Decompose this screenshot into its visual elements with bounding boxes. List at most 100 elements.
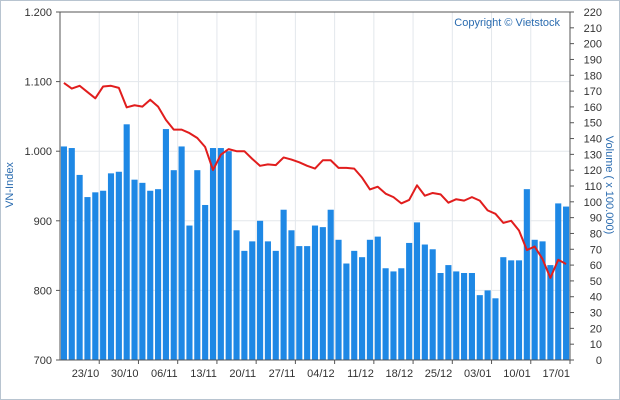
volume-bar: [547, 265, 554, 360]
x-tick-label: 20/11: [229, 368, 256, 380]
volume-bar: [508, 260, 515, 360]
x-tick-label: 04/12: [307, 368, 335, 380]
x-tick-label: 13/11: [190, 368, 217, 380]
volume-bar: [272, 250, 279, 360]
copyright-label: Copyright © Vietstock: [454, 17, 560, 29]
right-tick-label: 180: [584, 70, 602, 82]
index-line-layer: [63, 82, 567, 279]
left-axis-ticks: 700 800 900 1.000 1.100 1.200: [24, 7, 60, 367]
volume-bar: [107, 173, 115, 360]
volume-bar: [249, 241, 256, 360]
right-tick-label: 80: [590, 228, 602, 240]
left-tick-label: 800: [34, 285, 52, 297]
right-tick-label: 150: [584, 118, 602, 130]
volume-bar: [162, 129, 169, 360]
left-tick-label: 1.200: [24, 7, 52, 19]
volume-bar: [304, 246, 311, 360]
volume-bar: [233, 230, 240, 360]
right-axis-ticks: 0 10 20 30 40 50 60 70 80 90 100 110 120 130 140 150 160…: [570, 7, 602, 367]
left-axis-title: VN-Index: [4, 162, 16, 208]
volume-bar: [453, 271, 460, 360]
right-tick-label: 40: [590, 292, 602, 304]
x-tick-label: 17/01: [542, 368, 570, 380]
left-tick-label: 1.000: [24, 146, 52, 158]
vn-index-line: [63, 82, 567, 279]
volume-bar: [100, 190, 107, 360]
x-tick-label: 18/12: [386, 368, 414, 380]
volume-bar: [202, 204, 209, 360]
volume-bar: [461, 273, 468, 360]
volume-bar: [359, 257, 366, 360]
volume-bar: [147, 190, 154, 360]
volume-bar: [445, 265, 452, 360]
x-axis-ticks: 23/10 30/10 06/11 13/11 20/11 27/11 04/12 11/12…: [72, 360, 571, 380]
right-tick-label: 90: [590, 213, 602, 225]
left-tick-label: 1.100: [24, 77, 52, 89]
volume-bar: [366, 239, 373, 360]
left-tick-label: 900: [34, 216, 52, 228]
x-tick-label: 30/10: [111, 368, 139, 380]
volume-bars: [60, 124, 570, 361]
volume-bar: [131, 179, 138, 360]
volume-bar: [398, 268, 405, 360]
x-tick-label: 10/01: [503, 368, 531, 380]
volume-bar: [178, 146, 185, 360]
volume-bar: [76, 174, 83, 360]
volume-bar: [374, 236, 381, 360]
right-tick-label: 100: [584, 197, 602, 209]
volume-bar: [515, 260, 523, 360]
right-tick-label: 210: [584, 23, 602, 35]
right-axis-title: Volume ( x 100.000): [603, 136, 615, 234]
volume-bar: [421, 244, 428, 360]
volume-bar: [288, 230, 295, 360]
right-tick-label: 120: [584, 165, 602, 177]
volume-bar: [429, 249, 436, 360]
volume-bar: [264, 241, 271, 360]
right-tick-label: 160: [584, 102, 602, 114]
right-tick-label: 200: [584, 39, 602, 51]
volume-bar: [84, 197, 91, 360]
volume-bar: [563, 206, 570, 360]
volume-bar: [186, 225, 193, 360]
right-tick-label: 70: [590, 244, 602, 256]
x-tick-label: 25/12: [425, 368, 453, 380]
x-tick-label: 06/11: [151, 368, 178, 380]
volume-bar: [539, 241, 546, 360]
volume-bar: [296, 246, 303, 360]
volume-bar: [492, 298, 499, 360]
x-tick-label: 27/11: [269, 368, 296, 380]
volume-bar: [523, 189, 530, 360]
left-tick-label: 700: [34, 355, 52, 367]
volume-bar: [92, 192, 99, 360]
volume-bar: [327, 209, 334, 360]
volume-bar: [115, 171, 122, 360]
volume-bar: [209, 148, 217, 360]
right-tick-label: 140: [584, 134, 602, 146]
volume-bar: [319, 227, 326, 360]
right-tick-label: 20: [590, 323, 602, 335]
volume-bar: [280, 209, 287, 360]
right-tick-label: 110: [584, 181, 602, 193]
volume-bar: [225, 151, 232, 360]
grid: [60, 11, 571, 361]
right-tick-label: 0: [596, 355, 602, 367]
volume-bar: [139, 182, 146, 360]
x-tick-label: 11/12: [347, 368, 374, 380]
volume-bar: [476, 295, 483, 360]
volume-bar: [155, 189, 162, 360]
right-tick-label: 50: [590, 276, 602, 288]
right-tick-label: 60: [590, 260, 602, 272]
volume-bar: [60, 146, 67, 360]
volume-bar: [311, 225, 319, 360]
right-tick-label: 10: [590, 339, 602, 351]
right-tick-label: 130: [584, 149, 602, 161]
volume-bar: [241, 250, 248, 360]
right-tick-label: 30: [590, 308, 602, 320]
volume-bar: [343, 263, 350, 360]
volume-bar: [390, 271, 397, 360]
volume-bar: [335, 239, 342, 360]
volume-bar: [406, 242, 413, 360]
x-tick-label: 23/10: [72, 368, 100, 380]
volume-bar: [68, 148, 75, 360]
